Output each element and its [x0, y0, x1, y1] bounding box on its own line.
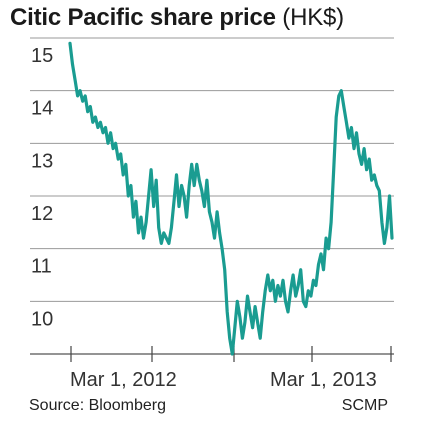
credit-note: SCMP — [341, 397, 388, 414]
chart-title: Citic Pacific share price (HK$) — [10, 4, 344, 32]
y-tick-label-11: 11 — [31, 256, 52, 278]
price-line — [68, 41, 394, 356]
y-tick-label-14: 14 — [31, 98, 53, 120]
x-tick-label-1: Mar 1, 2013 — [270, 369, 377, 391]
y-tick-label-15: 15 — [31, 45, 53, 67]
x-tick-label-0: Mar 1, 2012 — [70, 369, 177, 391]
chart-title-text: Citic Pacific share price — [10, 4, 276, 31]
chart-title-unit: (HK$) — [282, 4, 344, 31]
y-axis-ticks: 15 14 13 12 11 10 — [31, 45, 53, 330]
x-axis-ticks: Mar 1, 2012 Mar 1, 2013 — [70, 369, 377, 391]
source-note: Source: Bloomberg — [29, 397, 166, 414]
y-tick-label-12: 12 — [31, 203, 53, 225]
x-axis — [30, 346, 394, 362]
gridlines — [30, 37, 394, 302]
price-series — [68, 41, 394, 356]
y-tick-label-10: 10 — [31, 308, 53, 330]
y-tick-label-13: 13 — [31, 150, 53, 172]
